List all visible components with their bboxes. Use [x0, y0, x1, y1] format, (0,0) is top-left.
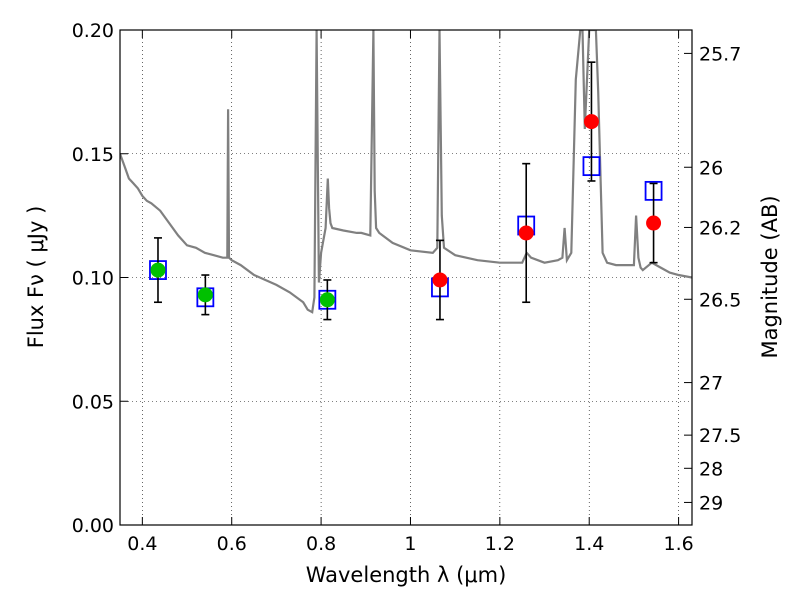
marks [149, 61, 663, 321]
mag-tick-label: 26.2 [699, 217, 741, 239]
mag-tick-label: 27.5 [699, 425, 741, 447]
mag-tick-label: 28 [699, 458, 723, 480]
nir-data-point [432, 272, 448, 288]
x-tick-label: 1.2 [485, 533, 515, 555]
y-tick-label: 0.20 [72, 20, 114, 42]
x-tick-label: 0.8 [306, 533, 336, 555]
nir-data-point [646, 215, 662, 231]
mag-tick-label: 27 [699, 373, 723, 395]
optical-data-point [150, 262, 166, 278]
optical-data-point [197, 287, 213, 303]
mag-tick-label: 26.5 [699, 289, 741, 311]
y-axis-label: Flux Fν ( μJy ) [24, 206, 48, 349]
spectrum-line [120, 30, 692, 314]
mag-tick-label: 26 [699, 157, 723, 179]
x-tick-label: 1.6 [663, 533, 693, 555]
y-tick-label: 0.05 [72, 391, 114, 413]
x-tick-label: 0.6 [217, 533, 247, 555]
x-tick-label: 1 [404, 533, 416, 555]
x-axis-label: Wavelength λ (μm) [306, 563, 507, 587]
y-tick-label: 0.10 [72, 268, 114, 290]
y-tick-label: 0.15 [72, 144, 114, 166]
axes: 0.4 0.6 0.8 1 1.2 1.4 1.6 0.00 0.05 0.10 0.15 0.20 2… [72, 20, 742, 555]
y2-axis-label: Magnitude (AB) [758, 195, 782, 358]
mag-tick-label: 29 [699, 492, 723, 514]
nir-data-point [518, 225, 534, 241]
optical-data-point [319, 292, 335, 308]
nir-data-point [583, 114, 599, 130]
x-tick-label: 0.4 [127, 533, 157, 555]
y-tick-label: 0.00 [72, 515, 114, 537]
spectrum-layer [120, 30, 692, 314]
x-tick-label: 1.4 [574, 533, 604, 555]
mag-tick-label: 25.7 [699, 43, 741, 65]
